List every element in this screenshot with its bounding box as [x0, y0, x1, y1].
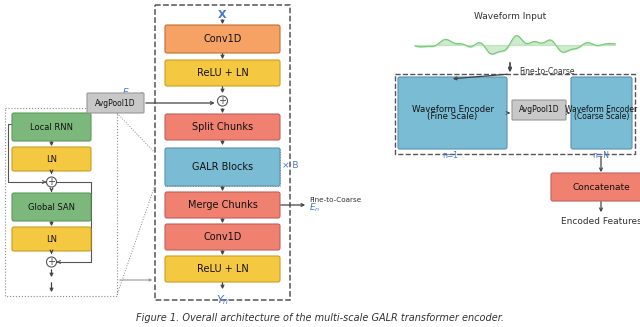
Text: $Y_n$: $Y_n$ — [216, 293, 229, 307]
Text: LN: LN — [46, 234, 57, 244]
Circle shape — [47, 177, 56, 187]
Bar — [155, 5, 290, 300]
Text: LN: LN — [46, 154, 57, 164]
Text: Waveform Encoder: Waveform Encoder — [412, 105, 493, 113]
Text: Local RNN: Local RNN — [30, 123, 73, 131]
FancyBboxPatch shape — [165, 114, 280, 140]
Text: $E_n$: $E_n$ — [309, 202, 320, 214]
Text: (Fine Scale): (Fine Scale) — [428, 112, 477, 121]
Text: Concatenate: Concatenate — [572, 182, 630, 192]
Text: Split Chunks: Split Chunks — [192, 122, 253, 132]
Text: Conv1D: Conv1D — [204, 232, 242, 242]
Circle shape — [47, 257, 56, 267]
FancyBboxPatch shape — [87, 93, 144, 113]
Text: Encoded Features: Encoded Features — [561, 217, 640, 226]
Text: $E_{n-1}$: $E_{n-1}$ — [122, 87, 145, 99]
Text: Waveform Input: Waveform Input — [474, 12, 546, 21]
Text: (Coarse Scale): (Coarse Scale) — [574, 112, 629, 121]
Text: Global SAN: Global SAN — [28, 202, 75, 212]
Text: × B: × B — [282, 161, 298, 169]
Text: AvgPool1D: AvgPool1D — [518, 106, 559, 114]
Text: n=N: n=N — [593, 151, 609, 160]
FancyBboxPatch shape — [571, 77, 632, 149]
FancyBboxPatch shape — [398, 77, 507, 149]
FancyBboxPatch shape — [512, 100, 566, 120]
Text: +: + — [218, 96, 227, 106]
Text: AvgPool1D: AvgPool1D — [95, 98, 136, 108]
Text: Fine-to-Coarse: Fine-to-Coarse — [309, 197, 361, 203]
Bar — [165, 148, 280, 186]
FancyBboxPatch shape — [165, 192, 280, 218]
Text: +: + — [47, 257, 56, 267]
Text: ReLU + LN: ReLU + LN — [196, 264, 248, 274]
Text: GALR Blocks: GALR Blocks — [192, 162, 253, 172]
Text: Fine-to-Coarse: Fine-to-Coarse — [519, 67, 575, 76]
Text: Waveform Encoder: Waveform Encoder — [565, 105, 637, 114]
Text: Conv1D: Conv1D — [204, 34, 242, 44]
Text: n=1: n=1 — [442, 151, 458, 160]
Bar — [395, 74, 635, 154]
Text: X: X — [218, 10, 227, 20]
FancyBboxPatch shape — [12, 227, 91, 251]
FancyBboxPatch shape — [165, 25, 280, 53]
FancyBboxPatch shape — [12, 147, 91, 171]
FancyBboxPatch shape — [551, 173, 640, 201]
FancyBboxPatch shape — [165, 60, 280, 86]
FancyBboxPatch shape — [165, 224, 280, 250]
Circle shape — [218, 96, 227, 106]
Text: Merge Chunks: Merge Chunks — [188, 200, 257, 210]
Bar — [5, 108, 117, 296]
FancyBboxPatch shape — [165, 256, 280, 282]
FancyBboxPatch shape — [12, 113, 91, 141]
FancyBboxPatch shape — [165, 148, 280, 186]
Text: +: + — [47, 177, 56, 187]
Text: ReLU + LN: ReLU + LN — [196, 68, 248, 78]
FancyBboxPatch shape — [12, 193, 91, 221]
Text: Figure 1. Overall architecture of the multi-scale GALR transformer encoder.: Figure 1. Overall architecture of the mu… — [136, 313, 504, 323]
